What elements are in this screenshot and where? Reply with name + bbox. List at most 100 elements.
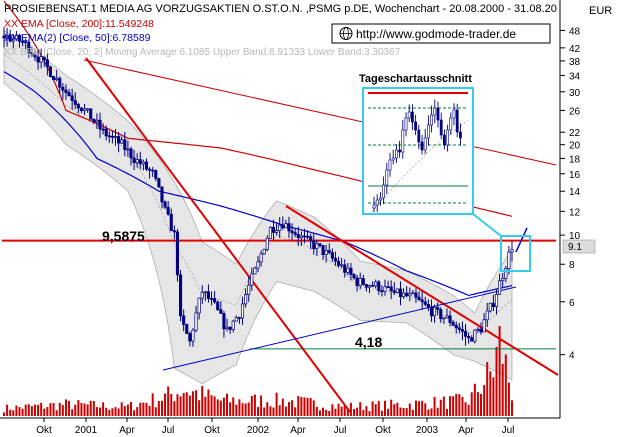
candle-body: [2, 35, 6, 39]
candle-body: [234, 317, 238, 322]
volume-bar: [390, 399, 393, 416]
volume-bar: [250, 395, 253, 416]
y-tick-label: 4: [569, 351, 575, 362]
candle-body: [463, 331, 468, 337]
candle-body: [61, 86, 65, 91]
volume-bar: [173, 401, 176, 416]
volume-bar: [396, 402, 399, 416]
candle-body: [470, 337, 474, 342]
volume-bar: [49, 403, 52, 416]
volume-bar: [133, 410, 136, 416]
candle-body: [336, 260, 341, 266]
volume-bar: [95, 407, 98, 416]
volume-bar: [83, 403, 86, 416]
candle-body: [265, 237, 269, 250]
volume-bar: [287, 401, 290, 416]
candle-body: [104, 128, 108, 137]
candle-body: [284, 223, 288, 229]
candle-body: [95, 119, 99, 123]
candle-body: [237, 317, 241, 319]
volume-bar: [430, 408, 433, 416]
volume-bar: [340, 406, 343, 416]
y-axis-ticks: 484238343026222018161412108642: [560, 26, 581, 362]
y-tick-label: 34: [569, 71, 581, 82]
candle-body: [417, 296, 421, 301]
candle-body: [315, 243, 319, 249]
candle-body: [330, 252, 334, 259]
support-label: 4,18: [355, 334, 382, 350]
volume-bar: [151, 393, 154, 416]
candle-body: [21, 41, 25, 43]
candle-body: [293, 232, 297, 235]
inset-candle-body: [436, 107, 440, 121]
volume-bar: [210, 395, 213, 416]
candle-body: [498, 280, 502, 295]
inset-candle-body: [458, 131, 462, 139]
candle-body: [30, 52, 34, 55]
candle-body: [141, 161, 145, 165]
candle-body: [126, 148, 130, 151]
candle-body: [98, 119, 102, 130]
candle-body: [436, 307, 440, 310]
x-tick-label: 2002: [247, 425, 270, 436]
candle-body: [76, 104, 80, 109]
volume-bar: [99, 407, 102, 416]
volume-bar: [312, 400, 315, 416]
volume-bar: [120, 402, 123, 416]
candle-body: [92, 118, 96, 123]
volume-bar: [387, 408, 390, 416]
inset-candle-body: [439, 119, 443, 136]
volume-bar: [461, 396, 464, 416]
volume-bar: [449, 396, 452, 416]
candle-body: [367, 285, 372, 288]
website-url[interactable]: http://www.godmode-trader.de: [356, 27, 516, 41]
candle-body: [154, 170, 158, 179]
legend-ema50: XX EMA(2) [Close, 50]:6.78589: [4, 32, 151, 44]
candle-body: [392, 290, 396, 293]
volume-bar: [399, 407, 402, 416]
volume-bar: [377, 400, 380, 416]
candle-body: [306, 235, 310, 238]
candle-body: [473, 329, 477, 342]
volume-bar: [21, 408, 24, 416]
y-tick-label: 12: [569, 207, 581, 218]
candle-body: [383, 286, 387, 292]
candle-body: [182, 315, 186, 325]
inset-frame: [362, 87, 474, 215]
candle-body: [163, 201, 167, 208]
y-tick-label: 42: [569, 44, 581, 55]
volume-bar: [365, 406, 368, 416]
candle-body: [445, 315, 449, 319]
globe-icon: [339, 27, 353, 40]
volume-bar: [58, 402, 61, 416]
inset-candle-body: [442, 134, 446, 146]
volume-bar: [182, 393, 185, 416]
inset-candle-body: [401, 129, 405, 153]
candle-body: [281, 224, 285, 229]
volume-bar: [18, 407, 21, 416]
candle-body: [482, 319, 486, 333]
candle-body: [476, 328, 480, 331]
volume-bar: [105, 407, 108, 416]
x-tick-label: Apr: [119, 425, 135, 436]
candle-body: [408, 293, 412, 297]
inset-title: Tageschartausschnitt: [359, 73, 472, 85]
y-tick-label: 10: [569, 231, 581, 242]
candle-body: [240, 303, 245, 319]
volume-bar: [309, 398, 312, 416]
volume-bar: [294, 407, 297, 416]
candle-body: [8, 35, 12, 42]
volume-bar: [504, 354, 507, 416]
volume-bar: [33, 404, 36, 416]
candle-body: [377, 281, 381, 292]
volume-bar: [284, 406, 287, 416]
x-tick-label: Jul: [502, 425, 515, 436]
candle-body: [86, 108, 90, 111]
candle-body: [42, 56, 46, 61]
inset-candle-body: [382, 184, 386, 199]
volume-bar: [501, 363, 504, 416]
volume-bar: [467, 404, 470, 416]
candle-body: [343, 264, 347, 273]
volume-bar: [179, 396, 182, 416]
inset-candle-body: [372, 204, 376, 209]
